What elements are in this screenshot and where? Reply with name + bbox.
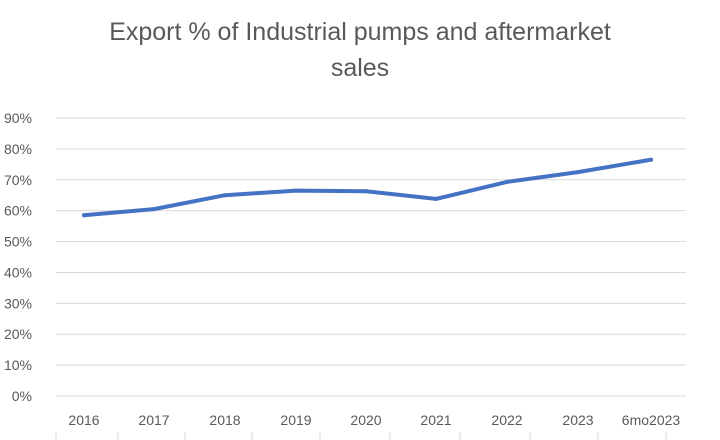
y-tick-label: 20% bbox=[4, 326, 32, 342]
gridlines bbox=[55, 117, 686, 440]
data-point bbox=[434, 196, 438, 201]
y-tick-label: 60% bbox=[4, 203, 32, 219]
y-axis-ticks: 0% 10% 20% 30% 40% 50% 60% 70% 80% 90% bbox=[4, 110, 32, 404]
x-tick-label: 6mo2023 bbox=[622, 412, 681, 428]
x-axis-ticks: 2016 2017 2018 2019 2020 2021 2022 2023 6mo2023 bbox=[68, 412, 680, 428]
y-tick-label: 90% bbox=[4, 110, 32, 126]
data-point bbox=[223, 193, 227, 198]
x-tick-label: 2016 bbox=[68, 412, 99, 428]
y-tick-label: 30% bbox=[4, 295, 32, 311]
data-point bbox=[364, 189, 368, 194]
series bbox=[82, 157, 653, 218]
chart-title-line-2: sales bbox=[330, 54, 390, 82]
x-tick-label: 2020 bbox=[350, 412, 381, 428]
data-point bbox=[505, 179, 509, 184]
x-tick-label: 2017 bbox=[138, 412, 169, 428]
y-tick-label: 0% bbox=[12, 388, 32, 404]
chart-title-line-1: Export % of Industrial pumps and afterma… bbox=[109, 18, 611, 46]
y-tick-label: 40% bbox=[4, 264, 32, 280]
x-tick-label: 2022 bbox=[491, 412, 522, 428]
series-line-0 bbox=[82, 157, 653, 218]
x-tick-label: 2023 bbox=[562, 412, 593, 428]
y-tick-label: 80% bbox=[4, 141, 32, 157]
data-point bbox=[576, 170, 580, 175]
y-tick-label: 10% bbox=[4, 357, 32, 373]
data-point bbox=[649, 157, 653, 162]
y-tick-label: 50% bbox=[4, 234, 32, 250]
x-tick-label: 2018 bbox=[209, 412, 240, 428]
x-tick-label: 2021 bbox=[420, 412, 451, 428]
y-tick-label: 70% bbox=[4, 172, 32, 188]
data-point bbox=[152, 207, 156, 212]
data-point bbox=[82, 213, 86, 218]
x-tick-label: 2019 bbox=[280, 412, 311, 428]
data-point bbox=[294, 188, 298, 193]
